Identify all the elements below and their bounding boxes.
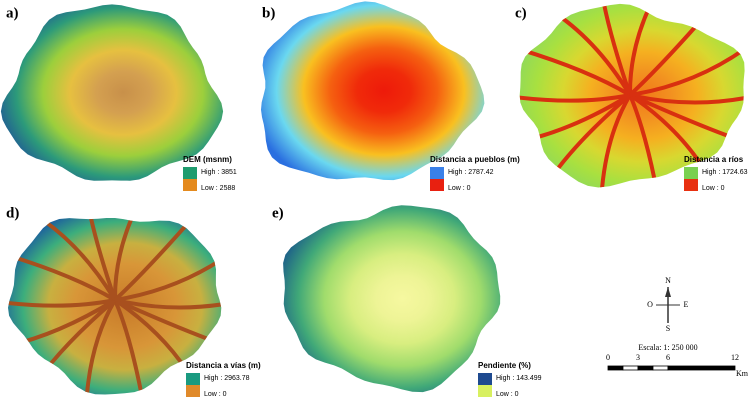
scale-bar-segment	[668, 366, 735, 370]
legend-swatch-high	[186, 373, 200, 385]
legend-swatch-low	[183, 179, 197, 191]
legend-swatch-high	[430, 167, 444, 179]
north-arrow-head	[665, 287, 671, 297]
panel-label: e)	[272, 205, 284, 221]
legend-swatch-low	[478, 385, 492, 397]
scale-bar-segment	[623, 366, 638, 370]
scale-tick: 3	[636, 353, 640, 362]
legend-swatch-low	[684, 179, 698, 191]
scale-tick: 6	[666, 353, 670, 362]
scale-tick: 12	[731, 353, 739, 362]
legend-high: High : 2963.78	[204, 375, 250, 382]
legend-low: Low : 2588	[201, 185, 235, 192]
legend-low: Low : 0	[448, 185, 471, 192]
map-area	[283, 205, 500, 392]
scale-bar-segment	[638, 366, 653, 370]
legend-title: Pendiente (%)	[478, 361, 531, 370]
legend-swatch-low	[186, 385, 200, 397]
north-s: S	[666, 324, 670, 333]
legend-swatch-high	[183, 167, 197, 179]
north-e: E	[684, 300, 689, 309]
legend-high: High : 143.499	[496, 375, 542, 382]
legend-high: High : 1724.63	[702, 169, 748, 176]
legend-low: Low : 0	[702, 185, 725, 192]
legend-swatch-high	[684, 167, 698, 179]
legend-swatch-high	[478, 373, 492, 385]
legend-low: Low : 0	[204, 391, 227, 398]
legend-title: Distancia a pueblos (m)	[430, 155, 520, 164]
scale-unit: Km	[736, 369, 749, 378]
north-n: N	[665, 276, 671, 285]
scale-tick: 0	[606, 353, 610, 362]
figure: a) DEM (msnm) High : 3851 Low : 2588 b) Dista…	[0, 0, 754, 402]
legend-high: High : 3851	[201, 169, 237, 176]
scale-bar-segment	[608, 366, 623, 370]
legend-title: Distancia a ríos	[684, 155, 744, 164]
panel-label: a)	[6, 5, 19, 21]
panel-label: c)	[515, 5, 527, 21]
north-w: O	[647, 300, 653, 309]
panel-label: b)	[262, 5, 275, 21]
scale-bar-segment	[653, 366, 668, 370]
legend-swatch-low	[430, 179, 444, 191]
legend-high: High : 2787.42	[448, 169, 494, 176]
map-area	[261, 1, 484, 180]
scale-text: Escala: 1: 250 000	[638, 343, 697, 352]
legend-title: Distancia a vías (m)	[186, 361, 261, 370]
panel-label: d)	[6, 205, 19, 221]
legend-title: DEM (msnm)	[183, 155, 232, 164]
legend-low: Low : 0	[496, 391, 519, 398]
